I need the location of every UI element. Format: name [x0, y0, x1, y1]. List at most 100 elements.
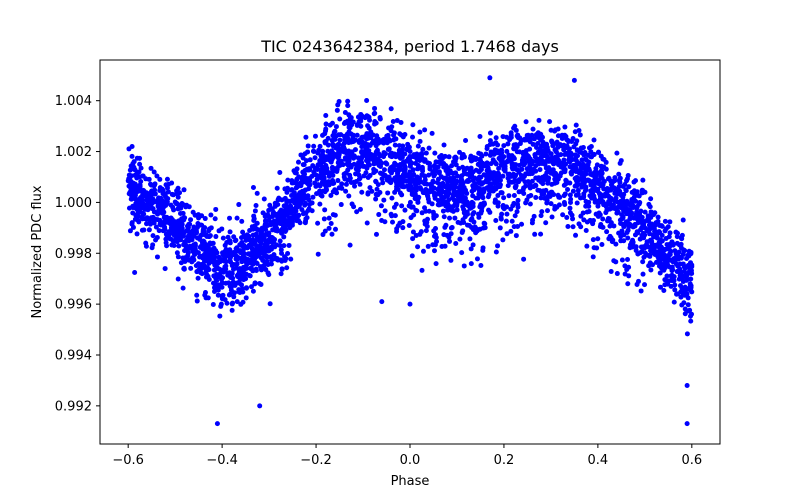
data-point — [473, 167, 479, 173]
data-point — [303, 216, 309, 222]
data-point — [398, 119, 404, 125]
data-point — [603, 202, 609, 208]
data-point — [667, 219, 673, 225]
data-point — [345, 98, 351, 104]
data-point — [501, 143, 507, 149]
data-point — [589, 195, 595, 201]
data-point — [366, 162, 372, 168]
data-point — [323, 126, 329, 132]
data-point — [364, 158, 370, 164]
data-point — [261, 196, 267, 202]
data-point — [380, 180, 386, 186]
data-point — [557, 142, 563, 148]
data-point — [193, 228, 199, 234]
data-point — [504, 231, 510, 237]
data-point — [389, 165, 395, 171]
data-point — [659, 223, 665, 229]
data-point — [186, 257, 192, 263]
data-point — [281, 243, 287, 249]
data-point — [141, 227, 147, 233]
data-point — [614, 150, 620, 156]
data-point — [373, 196, 379, 202]
data-point — [139, 216, 145, 222]
data-point — [493, 161, 499, 167]
data-point — [341, 120, 347, 126]
data-point — [582, 163, 588, 169]
data-point — [551, 192, 557, 198]
data-point — [667, 241, 673, 247]
data-point — [426, 208, 432, 214]
data-point — [361, 163, 367, 169]
data-point — [333, 124, 339, 130]
data-point — [342, 110, 348, 116]
data-point — [380, 171, 386, 177]
data-point — [132, 167, 138, 173]
data-point — [622, 263, 628, 269]
data-point — [330, 133, 336, 139]
data-point — [423, 150, 429, 156]
data-point — [471, 210, 477, 216]
data-point — [633, 244, 639, 250]
data-point — [197, 263, 203, 269]
data-point — [587, 217, 593, 223]
data-point — [169, 242, 175, 248]
data-point — [223, 247, 229, 252]
data-point — [501, 195, 507, 201]
data-point — [311, 143, 317, 149]
data-point — [561, 147, 567, 153]
data-point — [163, 240, 169, 246]
data-point — [684, 421, 690, 427]
data-point — [384, 161, 390, 167]
data-point — [648, 196, 654, 202]
data-point — [208, 225, 214, 231]
data-point — [319, 165, 325, 171]
data-point — [529, 132, 535, 138]
data-point — [406, 223, 412, 229]
data-point — [417, 231, 423, 237]
data-point — [204, 271, 210, 277]
data-point — [229, 307, 235, 313]
data-point — [618, 198, 624, 204]
data-point — [129, 184, 135, 190]
data-point — [399, 177, 405, 183]
data-point — [421, 190, 427, 196]
data-point — [194, 298, 200, 304]
data-point — [420, 146, 426, 152]
data-point — [618, 204, 624, 210]
data-point — [574, 138, 580, 144]
data-point — [214, 421, 220, 427]
data-point — [614, 271, 620, 277]
data-point — [379, 176, 385, 182]
data-point — [369, 188, 375, 194]
data-point — [236, 289, 242, 295]
data-point — [636, 278, 641, 284]
data-point — [126, 205, 132, 211]
data-point — [393, 154, 399, 160]
x-axis-label: Phase — [391, 474, 430, 489]
data-point — [386, 125, 392, 131]
data-point — [515, 197, 521, 203]
data-point — [359, 144, 365, 150]
data-point — [642, 225, 648, 231]
data-point — [617, 175, 623, 181]
data-point — [344, 161, 350, 167]
data-point — [647, 204, 653, 210]
data-point — [220, 292, 226, 298]
data-point — [611, 177, 617, 183]
data-point — [499, 157, 505, 163]
data-point — [682, 289, 688, 295]
data-point — [382, 208, 388, 214]
data-point — [538, 131, 544, 137]
data-point — [573, 168, 579, 174]
data-point — [459, 173, 465, 179]
data-point — [595, 213, 601, 219]
data-point — [655, 219, 661, 225]
data-point — [346, 129, 352, 135]
data-point — [427, 164, 433, 170]
data-point — [436, 181, 442, 187]
data-point — [289, 180, 295, 186]
data-point — [453, 162, 459, 168]
data-point — [498, 214, 504, 220]
data-point — [392, 160, 398, 166]
data-point — [336, 185, 342, 191]
